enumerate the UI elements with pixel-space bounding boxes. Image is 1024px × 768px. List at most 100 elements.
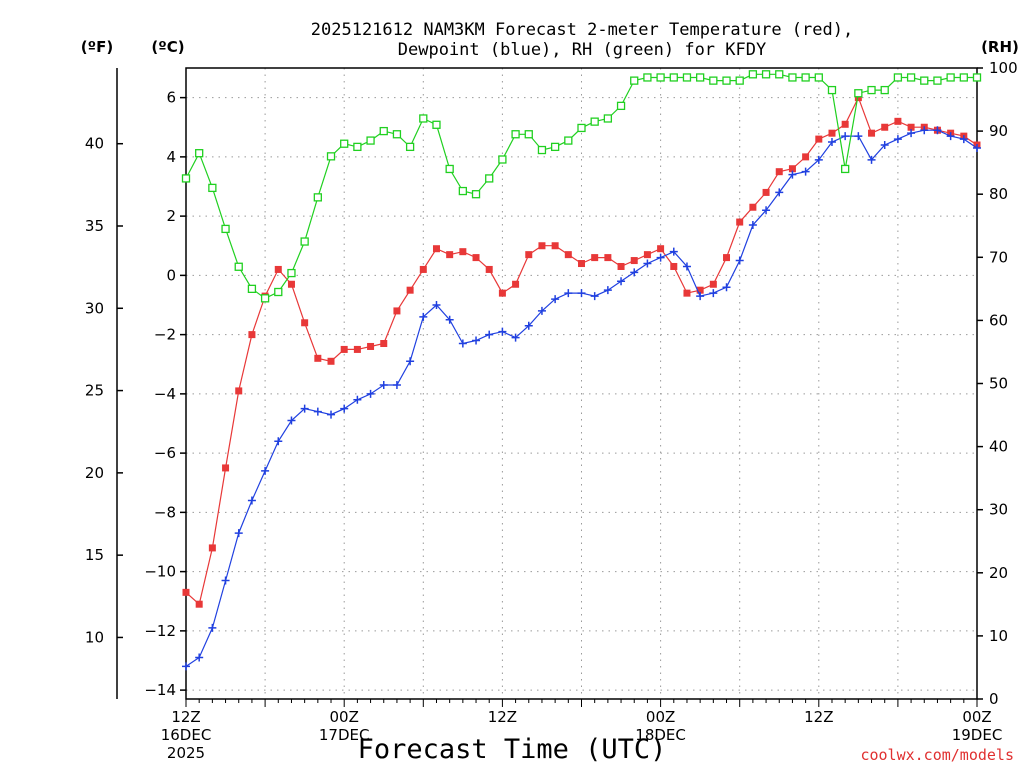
rh-point	[405, 142, 415, 152]
temperature-point	[195, 600, 203, 608]
rh-tick-label: 30	[989, 501, 1008, 519]
rh-point	[300, 237, 309, 246]
dewpoint-point	[366, 389, 375, 398]
dewpoint-point	[762, 206, 771, 215]
dewpoint-point	[551, 295, 560, 304]
rh-point	[221, 224, 230, 234]
temperature-point	[854, 94, 862, 102]
dewpoint-point	[801, 167, 810, 176]
dewpoint-point	[722, 283, 731, 292]
rh-point	[537, 145, 547, 155]
dewpoint-point	[880, 141, 889, 150]
dewpoint-point	[195, 653, 204, 662]
fahrenheit-tick-label: 20	[85, 464, 104, 482]
rh-point	[893, 73, 903, 82]
temperature-point	[564, 251, 572, 259]
temperature-point	[393, 307, 401, 315]
dewpoint-point	[959, 135, 968, 144]
x-tick-label: 19DEC	[952, 726, 1003, 744]
axis-ticks: −14−12−10−8−6−4−202461015202530354001020…	[85, 59, 1018, 762]
temperature-point	[182, 588, 190, 596]
rh-point	[524, 130, 533, 139]
rh-point	[485, 174, 494, 183]
fahrenheit-tick-label: 30	[85, 299, 104, 317]
dewpoint-point	[327, 410, 336, 419]
temperature-point	[643, 251, 651, 259]
temperature-point	[723, 254, 731, 262]
dewpoint-point	[669, 247, 678, 256]
temperature-point	[235, 387, 243, 395]
rh-tick-label: 50	[989, 375, 1008, 393]
x-tick-label: 12Z	[171, 708, 200, 726]
rh-point	[432, 120, 441, 129]
rh-point	[326, 152, 336, 161]
rh-point	[630, 76, 639, 85]
dewpoint-point	[709, 289, 718, 298]
x-tick-label: 2025	[167, 744, 205, 762]
celsius-tick-label: −12	[144, 622, 176, 640]
dewpoint-point	[827, 138, 836, 147]
rh-point	[340, 139, 349, 148]
temperature-point	[670, 262, 678, 270]
dewpoint-point	[814, 155, 823, 164]
dewpoint-point	[300, 404, 309, 413]
rh-tick-label: 80	[989, 185, 1008, 203]
plot-frame	[185, 67, 978, 700]
x-tick-label: 18DEC	[635, 726, 686, 744]
temperature-point	[446, 251, 454, 259]
rh-tick-label: 20	[989, 564, 1008, 582]
rh-unit-label: (RH)	[981, 38, 1019, 56]
celsius-tick-label: −10	[144, 563, 176, 581]
rh-point	[313, 193, 322, 202]
rh-point	[445, 164, 454, 174]
dewpoint-point	[182, 662, 190, 671]
dewpoint-point	[432, 300, 441, 309]
rh-point	[260, 294, 270, 303]
rh-point	[709, 76, 718, 85]
dewpoint-point	[392, 380, 401, 389]
rh-point	[498, 155, 507, 164]
dewpoint-point	[208, 623, 217, 632]
dewpoint-point	[274, 437, 283, 446]
temperature-point	[749, 203, 757, 211]
temperature-point	[802, 153, 810, 161]
x-tick-label: 12Z	[804, 708, 833, 726]
x-tick-label: 12Z	[488, 708, 517, 726]
rh-point	[682, 73, 692, 82]
dewpoint-point	[893, 135, 902, 144]
rh-point	[696, 73, 705, 82]
dewpoint-point	[340, 404, 349, 413]
rh-point	[392, 130, 402, 139]
temperature-point	[591, 254, 599, 262]
temperature-point	[222, 464, 230, 472]
dewpoint-point	[485, 330, 494, 339]
dewpoint-point	[854, 132, 863, 141]
rh-tick-label: 10	[989, 627, 1008, 645]
dewpoint-line	[185, 129, 978, 667]
rh-point	[274, 287, 283, 297]
celsius-tick-label: 2	[166, 207, 176, 225]
dewpoint-point	[313, 407, 322, 416]
rh-point	[722, 76, 731, 85]
rh-tick-label: 0	[989, 690, 999, 708]
rh-point	[920, 76, 929, 85]
temperature-point	[841, 120, 849, 128]
rh-point	[419, 114, 428, 123]
dewpoint-point	[590, 292, 599, 301]
rh-point	[880, 85, 889, 95]
temperature-point	[538, 242, 546, 250]
rh-point	[854, 89, 863, 98]
temperature-point	[327, 357, 335, 365]
rh-point	[379, 126, 388, 136]
rh-point	[247, 284, 257, 294]
fahrenheit-tick-label: 35	[85, 217, 104, 235]
x-tick-label: 00Z	[962, 708, 991, 726]
dewpoint-point	[287, 416, 296, 425]
dewpoint-point	[511, 333, 520, 342]
rh-point	[788, 73, 797, 82]
x-tick-label: 00Z	[330, 708, 359, 726]
temperature-point	[472, 254, 480, 262]
celsius-tick-label: −6	[154, 444, 176, 462]
rh-point	[775, 70, 784, 79]
rh-point	[353, 142, 362, 152]
